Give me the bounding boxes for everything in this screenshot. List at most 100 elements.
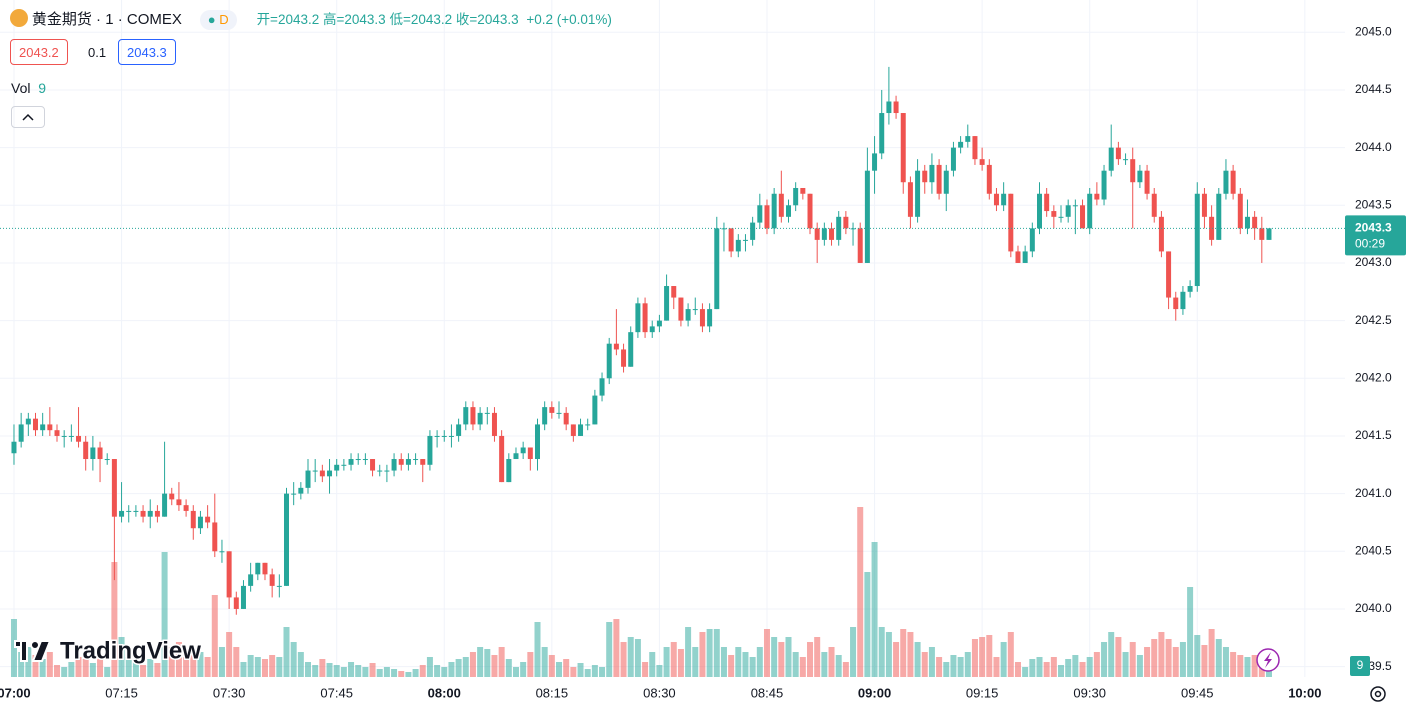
candle-body bbox=[97, 447, 103, 460]
volume-legend: Vol 9 bbox=[11, 80, 46, 96]
volume-bar bbox=[706, 629, 713, 677]
ask-button[interactable]: 2043.3 bbox=[118, 39, 176, 65]
candle-body bbox=[656, 320, 662, 327]
candle-body bbox=[470, 407, 476, 425]
volume-bar bbox=[914, 642, 921, 677]
price-axis bbox=[1345, 0, 1408, 712]
volume-bar bbox=[828, 647, 835, 677]
candle-body bbox=[850, 228, 856, 230]
volume-bar bbox=[1072, 655, 1079, 677]
volume-bar bbox=[140, 665, 147, 677]
volume-bar bbox=[1215, 639, 1222, 677]
volume-bar bbox=[254, 657, 261, 677]
volume-bar bbox=[369, 663, 376, 677]
volume-bar bbox=[656, 665, 663, 677]
volume-bar bbox=[1029, 659, 1036, 677]
volume-bar bbox=[742, 652, 749, 677]
volume-bar bbox=[376, 669, 383, 677]
volume-bar bbox=[527, 652, 534, 677]
volume-bar bbox=[1201, 645, 1208, 677]
high: 高=2043.3 bbox=[323, 12, 386, 27]
volume-bar bbox=[297, 652, 304, 677]
volume-bar bbox=[68, 662, 75, 677]
volume-bar bbox=[1093, 652, 1100, 677]
candle-body bbox=[950, 147, 956, 171]
candle-body bbox=[972, 136, 978, 160]
settings-icon[interactable] bbox=[1370, 686, 1386, 702]
volume-value: 9 bbox=[38, 80, 47, 96]
candle-body bbox=[872, 153, 878, 171]
collapse-button[interactable] bbox=[11, 106, 45, 128]
volume-bar bbox=[1065, 659, 1072, 677]
volume-bar bbox=[61, 667, 68, 677]
volume-bar bbox=[685, 627, 692, 677]
candle-body bbox=[1108, 147, 1114, 171]
candle-body bbox=[355, 459, 361, 461]
candle-body bbox=[1015, 251, 1021, 263]
volume-bar bbox=[1244, 657, 1251, 677]
x-tick-label: 07:30 bbox=[213, 685, 246, 700]
candle-body bbox=[943, 170, 949, 194]
candle-body bbox=[463, 407, 469, 425]
volume-bar bbox=[269, 655, 276, 677]
candle-body bbox=[1001, 193, 1007, 206]
candle-body bbox=[893, 101, 899, 114]
lightning-icon[interactable] bbox=[1256, 648, 1280, 672]
price-tag-value: 2043.3 bbox=[1355, 221, 1392, 235]
candle-body bbox=[61, 435, 67, 437]
volume-bar bbox=[204, 657, 211, 677]
candle-body bbox=[205, 516, 211, 523]
time-axis bbox=[0, 677, 1345, 712]
volume-bar bbox=[756, 647, 763, 677]
volume-bar bbox=[613, 619, 620, 677]
volume-bar bbox=[878, 627, 885, 677]
candle-body bbox=[692, 309, 698, 311]
volume-bar bbox=[419, 665, 426, 677]
candle-body bbox=[1223, 170, 1229, 194]
candle-body bbox=[391, 459, 397, 471]
volume-bar bbox=[1222, 647, 1229, 677]
x-tick-label: 09:15 bbox=[966, 685, 999, 700]
volume-bar bbox=[520, 662, 527, 677]
candle-body bbox=[549, 407, 555, 413]
status-badge[interactable]: ● D bbox=[199, 10, 237, 30]
y-tick-label: 2042.0 bbox=[1355, 370, 1392, 384]
volume-bar bbox=[1208, 629, 1215, 677]
volume-bar bbox=[455, 659, 462, 677]
candle-body bbox=[499, 435, 505, 483]
volume-bar bbox=[799, 657, 806, 677]
volume-bar bbox=[943, 662, 950, 677]
volume-bar bbox=[835, 655, 842, 677]
candle-body bbox=[441, 435, 447, 437]
volume-bar bbox=[699, 632, 706, 677]
candle-body bbox=[757, 205, 763, 223]
candle-body bbox=[233, 597, 239, 609]
candle-body bbox=[563, 412, 569, 425]
candle-body bbox=[269, 574, 275, 586]
candle-body bbox=[76, 435, 82, 442]
volume-bar bbox=[89, 663, 96, 677]
candle-body bbox=[1237, 193, 1243, 229]
volume-bar bbox=[993, 657, 1000, 677]
bid-button[interactable]: 2043.2 bbox=[10, 39, 68, 65]
candle-body bbox=[1080, 205, 1086, 229]
candle-body bbox=[1201, 193, 1207, 217]
volume-bar bbox=[75, 657, 82, 677]
symbol-header: 黄金期货 · 1 · COMEX ● D 开=2043.2 高=2043.3 低… bbox=[10, 8, 612, 30]
candle-body bbox=[1266, 228, 1272, 240]
volume-bar bbox=[928, 647, 935, 677]
volume-bar bbox=[477, 647, 484, 677]
volume-bar bbox=[190, 649, 197, 677]
volume-bar bbox=[491, 655, 498, 677]
volume-bar bbox=[498, 647, 505, 677]
volume-bar bbox=[850, 627, 857, 677]
price-tag-countdown: 00:29 bbox=[1355, 237, 1385, 251]
candle-body bbox=[642, 303, 648, 333]
volume-bar bbox=[936, 657, 943, 677]
volume-bar bbox=[807, 642, 814, 677]
candle-body bbox=[11, 441, 17, 454]
candle-body bbox=[979, 159, 985, 165]
candle-body bbox=[829, 228, 835, 240]
x-tick-label: 09:00 bbox=[858, 685, 891, 700]
volume-bar bbox=[857, 507, 864, 677]
